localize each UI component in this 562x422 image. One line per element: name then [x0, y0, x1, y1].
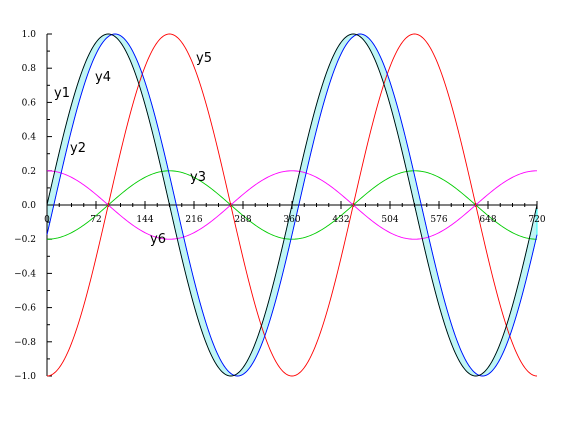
series-y4-line — [46, 33, 538, 377]
x-tick-label: 576 — [430, 215, 447, 225]
y-tick-label: 0.8 — [22, 64, 37, 74]
x-tick-label: 144 — [136, 215, 153, 225]
series-y1-line — [46, 33, 538, 377]
y-tick-label: 1.0 — [22, 30, 37, 40]
x-tick-label: 0 — [44, 215, 50, 225]
y-tick-label: −0.2 — [14, 235, 36, 245]
y-tick-label: 0.2 — [22, 167, 36, 177]
x-tick-label: 432 — [332, 215, 349, 225]
series-label-y4: y4 — [95, 70, 111, 85]
y-tick-label: −0.6 — [14, 304, 36, 314]
x-tick-label: 648 — [479, 215, 496, 225]
y-tick-label: −0.8 — [14, 338, 36, 348]
x-tick-label: 504 — [381, 215, 398, 225]
series-lines — [46, 33, 538, 377]
y-tick-label: 0.0 — [22, 201, 37, 211]
series-label-y2: y2 — [70, 141, 86, 156]
y-tick-label: −0.4 — [14, 269, 36, 279]
tick-labels: 1.0 0.8 0.6 0.4 0.2 0.0 −0.2 −0.4 −0.6 −0.8 −1.0 0 7… — [14, 30, 546, 382]
x-tick-label: 72 — [90, 215, 101, 225]
series-y3-line — [46, 170, 538, 240]
series-label-y3: y3 — [190, 170, 206, 185]
series-label-y6: y6 — [150, 232, 166, 247]
series-y5-line — [46, 33, 538, 377]
series-labels: y1 y2 y3 y4 y5 y6 — [54, 51, 212, 247]
x-tick-label: 720 — [528, 215, 545, 225]
series-label-y5: y5 — [196, 51, 212, 66]
y-tick-label: 0.6 — [22, 98, 37, 108]
y-tick-label: 0.4 — [22, 133, 37, 143]
x-tick-label: 288 — [234, 215, 251, 225]
y-tick-label: −1.0 — [14, 372, 36, 382]
x-tick-label: 360 — [283, 215, 300, 225]
series-label-y1: y1 — [54, 86, 70, 101]
x-tick-label: 216 — [185, 215, 202, 225]
series-y2-line — [46, 170, 538, 240]
